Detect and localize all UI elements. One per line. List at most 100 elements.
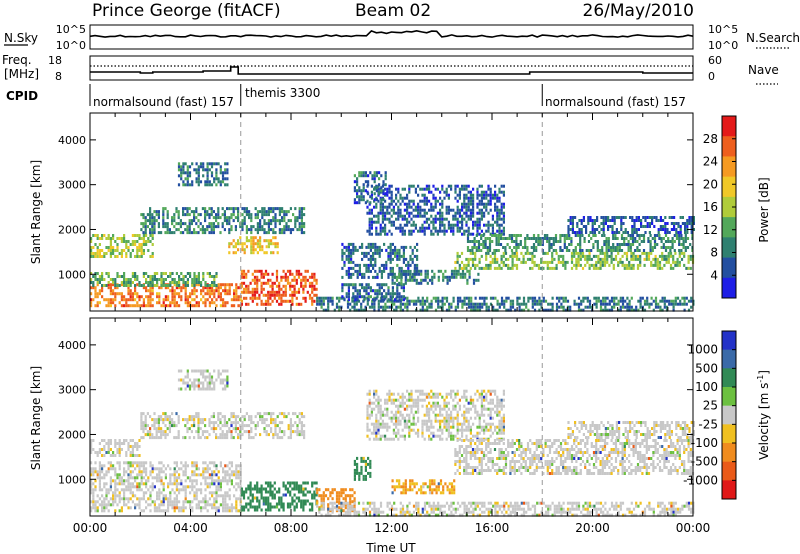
- echo-cell: [240, 508, 243, 512]
- echo-cell: [140, 243, 143, 246]
- echo-cell: [96, 246, 99, 249]
- echo-cell: [378, 245, 381, 249]
- echo-cell: [114, 304, 117, 308]
- echo-cell: [313, 284, 316, 288]
- echo-cell: [267, 281, 270, 285]
- echo-cell: [191, 292, 194, 296]
- echo-cell: [175, 301, 178, 305]
- echo-cell: [90, 278, 93, 281]
- echo-cell: [343, 260, 346, 264]
- echo-cell: [208, 275, 211, 278]
- echo-cell: [431, 278, 434, 282]
- echo-cell: [482, 243, 485, 246]
- echo-cell: [409, 263, 412, 267]
- echo-cell: [494, 208, 497, 212]
- echo-cell: [476, 220, 479, 224]
- echo-cell: [224, 473, 227, 477]
- echo-cell: [191, 180, 194, 184]
- echo-cell: [624, 216, 627, 219]
- echo-cell: [664, 225, 667, 228]
- echo-cell: [420, 272, 423, 276]
- echo-cell: [147, 301, 150, 305]
- echo-cell: [222, 479, 225, 483]
- echo-cell: [591, 228, 594, 231]
- echo-cell: [395, 196, 398, 200]
- echo-cell: [138, 255, 141, 258]
- echo-cell: [151, 476, 154, 480]
- echo-cell: [489, 266, 492, 270]
- echo-cell: [213, 281, 216, 284]
- echo-cell: [379, 205, 382, 209]
- echo-cell: [599, 308, 603, 312]
- echo-cell: [592, 254, 596, 258]
- echo-cell: [379, 223, 382, 227]
- echo-cell: [177, 222, 180, 226]
- echo-cell: [423, 232, 426, 236]
- echo-cell: [142, 286, 145, 290]
- echo-cell: [197, 304, 200, 308]
- echo-cell: [222, 283, 225, 287]
- echo-cell: [267, 484, 270, 488]
- echo-cell: [215, 488, 218, 492]
- echo-cell: [533, 308, 537, 312]
- echo-cell: [349, 488, 352, 492]
- echo-cell: [580, 222, 583, 225]
- echo-cell: [114, 494, 117, 498]
- echo-cell: [495, 237, 498, 240]
- echo-cell: [345, 257, 348, 261]
- echo-cell: [532, 249, 536, 252]
- echo-cell: [421, 199, 424, 203]
- echo-cell: [249, 484, 252, 488]
- echo-cell: [206, 174, 209, 178]
- echo-cell: [406, 208, 409, 212]
- echo-cell: [222, 497, 225, 501]
- echo-cell: [381, 214, 384, 218]
- echo-cell: [120, 252, 123, 255]
- echo-cell: [399, 193, 402, 197]
- echo-cell: [524, 237, 527, 240]
- echo-cell: [456, 193, 459, 197]
- echo-cell: [291, 284, 294, 288]
- echo-cell: [474, 223, 477, 227]
- echo-cell: [316, 299, 319, 303]
- echo-cell: [450, 187, 453, 191]
- echo-cell: [502, 184, 505, 188]
- echo-cell: [376, 245, 379, 249]
- echo-cell: [90, 461, 93, 465]
- echo-cell: [447, 226, 450, 230]
- echo-cell: [361, 251, 364, 255]
- echo-cell: [626, 302, 629, 306]
- echo-cell: [404, 275, 407, 279]
- echo-cell: [92, 255, 95, 258]
- echo-cell: [381, 211, 384, 215]
- echo-cell: [432, 296, 435, 300]
- echo-cell: [677, 231, 680, 234]
- echo-cell: [673, 225, 676, 228]
- echo-cell: [356, 289, 359, 293]
- echo-cell: [197, 500, 200, 504]
- echo-cell: [247, 487, 250, 491]
- echo-cell: [242, 287, 246, 291]
- echo-cell: [406, 299, 409, 303]
- echo-cell: [395, 308, 398, 312]
- echo-cell: [98, 289, 101, 293]
- echo-cell: [356, 275, 359, 279]
- echo-cell: [182, 500, 185, 504]
- echo-cell: [281, 207, 284, 211]
- echo-cell: [286, 502, 290, 506]
- colorbar-tick-label: 4: [710, 268, 718, 282]
- echo-cell: [109, 246, 112, 249]
- echo-cell: [105, 506, 108, 510]
- echo-cell: [367, 462, 370, 466]
- echo-cell: [358, 283, 361, 287]
- echo-cell: [162, 301, 165, 305]
- echo-cell: [156, 281, 159, 284]
- echo-cell: [120, 442, 123, 445]
- echo-cell: [376, 292, 379, 296]
- echo-cell: [390, 190, 393, 194]
- echo-cell: [569, 228, 572, 231]
- echo-cell: [145, 289, 148, 293]
- echo-cell: [253, 484, 257, 488]
- echo-cell: [377, 217, 380, 221]
- echo-cell: [107, 304, 110, 308]
